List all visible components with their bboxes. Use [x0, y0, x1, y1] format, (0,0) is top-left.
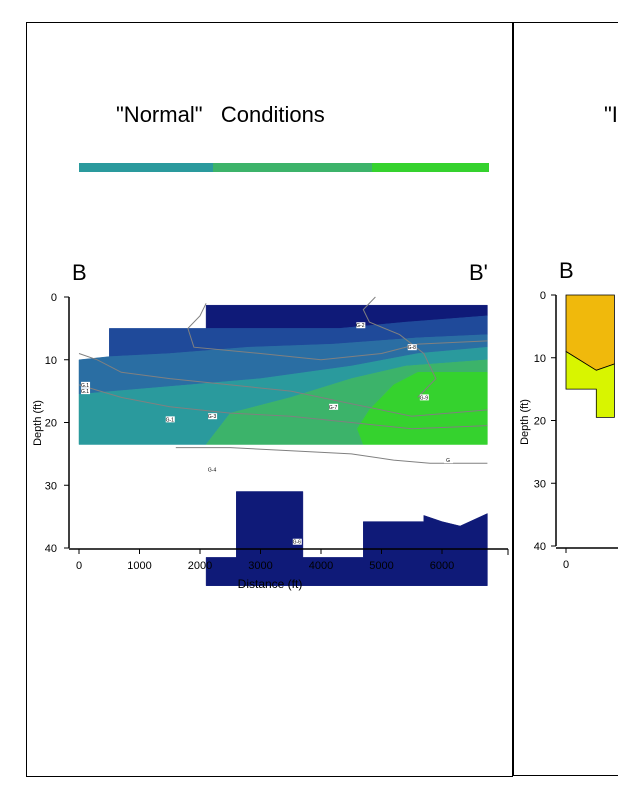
y-tick-label: 30 [45, 480, 57, 492]
right-panel-bottom-border [514, 775, 618, 776]
well-marker-10 [444, 457, 454, 464]
well-label-3: G-3 [208, 414, 217, 420]
well-label-10: G [446, 458, 450, 464]
x-tick-label: 6000 [430, 560, 454, 572]
well-label-6: G-2 [356, 323, 365, 329]
x-tick-label: 3000 [248, 560, 272, 572]
well-label-0: G.1 [81, 383, 89, 389]
well-marker-3 [208, 413, 218, 420]
right-panel-top-border [514, 22, 618, 23]
well-marker-5 [292, 538, 302, 545]
well-label-8: G-8 [408, 345, 417, 351]
right-y-tick-label: 30 [534, 478, 546, 490]
section-label-start: B [72, 260, 87, 285]
well-label-2: G-1 [166, 417, 175, 423]
contour_lower [175, 447, 488, 464]
contour_mid [78, 384, 488, 430]
x-tick-label: 4000 [309, 560, 333, 572]
contour_top [187, 303, 488, 361]
well-marker-6 [356, 322, 366, 329]
right-y-tick-label: 20 [534, 416, 546, 428]
y-tick-label: 10 [45, 355, 57, 367]
x-tick-label: 0 [76, 560, 82, 572]
well-marker-8 [407, 344, 417, 351]
x-tick-label: 5000 [369, 560, 393, 572]
well-marker-4 [208, 466, 218, 473]
x-axis-label: Distance (ft) [238, 577, 303, 591]
well-marker-9 [419, 394, 429, 401]
well-label-1: G.1 [81, 389, 89, 395]
panel-divider [512, 22, 514, 776]
left-panel-frame [26, 22, 513, 777]
right-section-label-start: B [559, 258, 574, 283]
well-label-4: G-4 [208, 468, 217, 474]
well-label-9: G-9 [420, 395, 429, 401]
y-tick-label: 20 [45, 418, 57, 430]
right-panel-title-fragment: "I [604, 102, 618, 127]
x-tick-label: 2000 [188, 560, 212, 572]
zone-navy_lower [205, 491, 488, 586]
right-y-tick-label: 40 [534, 541, 546, 553]
right-y-tick-label: 10 [534, 353, 546, 365]
zone-yellow_green_zone [565, 350, 615, 418]
well-marker-1 [81, 388, 91, 395]
section-label-end: B' [469, 260, 488, 285]
y-axis-label: Depth (ft) [32, 400, 44, 446]
right-y-tick-label: 0 [540, 290, 546, 302]
y-tick-label: 0 [51, 292, 57, 304]
color-scale-bar [79, 163, 489, 172]
color-scale-segment-1 [79, 163, 213, 172]
well-marker-0 [81, 381, 91, 388]
contour_well [362, 296, 437, 398]
x-tick-label: 1000 [127, 560, 151, 572]
y-tick-label: 40 [45, 543, 57, 555]
color-scale-segment-2 [213, 163, 372, 172]
right-y-axis-label: Depth (ft) [519, 399, 531, 445]
well-label-5: G-6 [293, 540, 302, 546]
contour_left [78, 353, 488, 417]
left-panel-title: "Normal" Conditions [116, 102, 325, 127]
color-scale-segment-3 [372, 163, 489, 172]
well-marker-7 [329, 403, 339, 410]
right-x-tick-label: 0 [563, 559, 569, 571]
well-label-7: G-7 [329, 405, 338, 411]
well-marker-2 [165, 416, 175, 423]
